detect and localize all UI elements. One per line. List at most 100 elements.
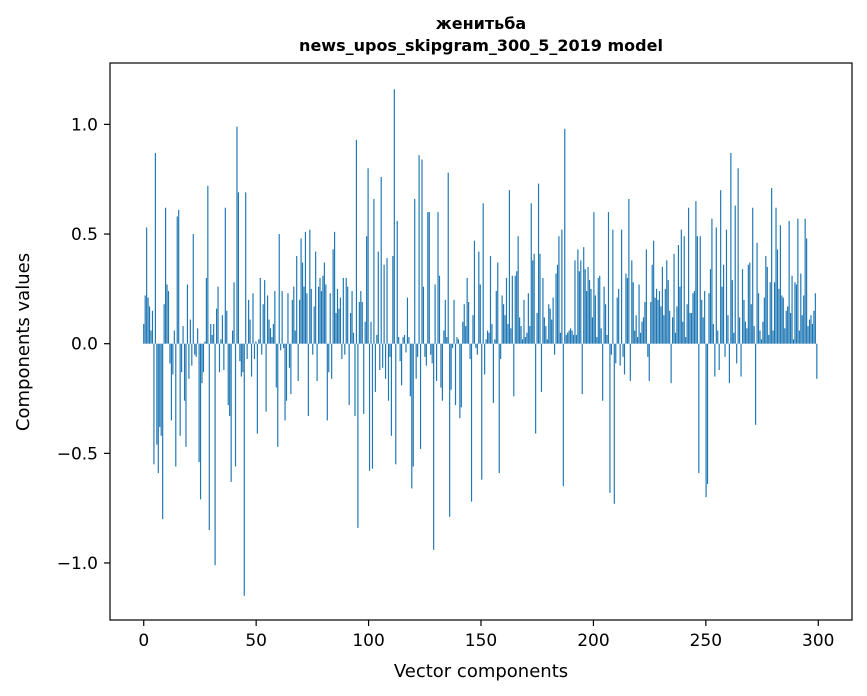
bar <box>325 284 327 344</box>
bar <box>752 207 754 344</box>
bar <box>412 343 414 467</box>
bar <box>680 229 682 344</box>
bar <box>492 343 494 403</box>
bar <box>702 317 704 344</box>
bar <box>489 255 492 344</box>
bar <box>466 277 468 344</box>
bar <box>803 295 805 344</box>
bar <box>259 277 261 344</box>
bar <box>456 337 458 344</box>
bar <box>760 339 763 344</box>
bar <box>454 343 457 406</box>
bar <box>283 343 285 349</box>
bar <box>358 302 360 344</box>
bar <box>657 299 659 344</box>
bar <box>508 190 510 344</box>
bar <box>281 291 283 344</box>
bar <box>491 323 493 344</box>
bar <box>658 291 661 344</box>
bar <box>660 306 662 344</box>
bar <box>514 275 516 344</box>
bar <box>599 275 601 344</box>
bar <box>151 310 154 344</box>
bar <box>790 312 792 344</box>
bar <box>778 288 780 344</box>
bar <box>728 343 730 384</box>
bar <box>650 302 652 344</box>
bar <box>396 220 398 344</box>
bar <box>234 343 237 467</box>
bar <box>638 284 640 344</box>
bar <box>591 317 594 344</box>
bar <box>513 343 515 397</box>
bar <box>443 330 445 344</box>
bar <box>150 330 152 344</box>
bar <box>435 343 438 381</box>
bar <box>530 203 532 344</box>
bar <box>320 291 323 344</box>
bar <box>269 328 272 344</box>
bar <box>371 343 374 469</box>
bar <box>182 326 184 344</box>
bar <box>258 339 260 344</box>
bar <box>265 343 267 412</box>
bar <box>588 280 591 344</box>
bar <box>524 337 527 344</box>
bar <box>300 238 302 344</box>
bar <box>571 330 573 344</box>
bar <box>465 326 467 344</box>
bar <box>459 343 461 419</box>
bar <box>772 330 774 344</box>
bar <box>457 339 460 344</box>
bar <box>425 343 427 366</box>
bar <box>674 332 677 344</box>
bar <box>570 328 572 344</box>
bar <box>485 339 487 344</box>
bar <box>696 236 698 344</box>
bar <box>708 293 710 344</box>
bar <box>387 343 390 401</box>
bar <box>323 262 325 344</box>
bar <box>326 343 328 421</box>
bar <box>275 343 277 388</box>
bar <box>312 343 314 355</box>
bar <box>651 264 653 344</box>
bar <box>654 297 656 344</box>
bar <box>757 293 760 344</box>
bar <box>808 319 811 344</box>
bar <box>370 321 372 344</box>
bar <box>205 277 207 344</box>
bar <box>224 207 226 344</box>
bar <box>688 207 690 344</box>
bar <box>191 343 193 366</box>
bar <box>720 190 722 344</box>
bar <box>227 343 229 406</box>
bar <box>699 236 701 344</box>
bar <box>239 343 241 362</box>
bar <box>415 343 417 379</box>
bar <box>693 291 696 344</box>
bar <box>447 172 449 344</box>
bar <box>472 315 474 344</box>
bar <box>539 253 541 344</box>
bar <box>261 343 263 355</box>
bar <box>667 280 669 344</box>
bar <box>584 269 586 344</box>
bar <box>587 266 589 344</box>
bar <box>626 277 629 344</box>
bar <box>348 343 350 406</box>
bar <box>797 218 799 344</box>
bar <box>574 260 576 344</box>
bar <box>373 198 375 344</box>
bar <box>380 177 382 344</box>
bar <box>285 343 288 401</box>
bar <box>315 251 317 344</box>
bar <box>501 295 503 344</box>
bar <box>146 227 148 344</box>
bar <box>424 343 426 357</box>
bar <box>294 330 296 344</box>
bar <box>469 343 471 360</box>
bar <box>645 249 647 344</box>
chart-title: женитьба <box>436 14 526 33</box>
bar <box>590 288 592 344</box>
